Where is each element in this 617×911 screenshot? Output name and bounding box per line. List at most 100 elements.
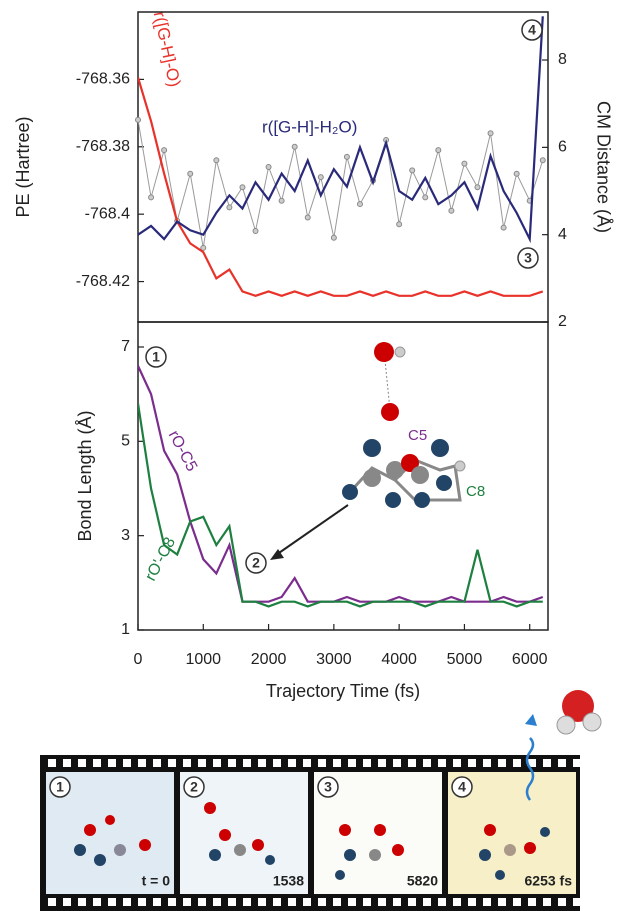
sprocket-hole [228,898,236,906]
frame-number: 4 [458,779,466,795]
sprocket-hole [543,759,551,767]
sprocket-hole [363,759,371,767]
data-point [226,204,233,211]
sprocket-hole [393,759,401,767]
x-tick-label: 3000 [316,651,352,668]
data-point [239,184,246,191]
x-tick-label: 0 [134,651,143,668]
sprocket-hole [363,898,371,906]
sprocket-hole [573,898,581,906]
sprocket-hole [438,898,446,906]
sprocket-hole [438,759,446,767]
sprocket-hole [63,898,71,906]
series-label: rO'-C8 [142,535,179,584]
sprocket-hole [258,759,266,767]
frame-label: 6253 fs [525,873,573,889]
sprocket-hole [393,898,401,906]
frame-badge [183,776,205,798]
point-label: 2 [252,555,260,571]
x-axis-title: Trajectory Time (fs) [266,681,420,701]
data-point [461,160,468,167]
atom-label: C8 [466,483,485,500]
sprocket-hole [513,759,521,767]
sprocket-hole [408,759,416,767]
point-label: 4 [528,22,536,38]
sprocket-hole [93,898,101,906]
sprocket-hole [423,898,431,906]
data-point [148,194,155,201]
series-line [138,77,544,297]
sprocket-hole [153,759,161,767]
data-point [252,228,259,235]
data-point [187,170,194,177]
frame-badge [49,776,71,798]
sprocket-hole [498,759,506,767]
sprocket-hole [483,759,491,767]
series-label: r([G-H]-O) [150,10,184,89]
plot-frame [137,321,549,631]
sprocket-holes [48,759,581,906]
data-point [422,194,429,201]
sprocket-hole [198,759,206,767]
sprocket-hole [273,898,281,906]
y2-tick-label: 2 [558,313,567,330]
y-axis-title: Bond Length (Å) [75,410,95,541]
sprocket-hole [123,759,131,767]
data-point [409,167,416,174]
sprocket-hole [348,759,356,767]
sprocket-hole [93,759,101,767]
sprocket-hole [558,898,566,906]
y2-axis-title: CM Distance (Å) [593,101,613,233]
atom-label: C5 [408,427,427,444]
series-label: rO-C5 [165,428,201,475]
sprocket-hole [288,898,296,906]
y-tick-label: 1 [121,621,130,638]
sprocket-hole [423,759,431,767]
data-point [278,197,285,204]
data-point [213,157,220,164]
y-tick-label: 3 [121,527,130,544]
data-point [474,184,481,191]
sprocket-hole [138,759,146,767]
sprocket-hole [528,898,536,906]
data-point [161,147,168,154]
data-point [396,221,403,228]
sprocket-hole [258,898,266,906]
sprocket-hole [48,759,56,767]
sprocket-hole [288,759,296,767]
sprocket-hole [453,759,461,767]
sprocket-hole [573,759,581,767]
y-tick-label: -768.4 [85,205,130,222]
data-point [291,143,298,150]
sprocket-hole [513,898,521,906]
y-tick-label: -768.38 [76,138,130,155]
sprocket-hole [528,759,536,767]
point-badge [521,19,543,41]
sprocket-hole [108,898,116,906]
data-point [317,174,324,181]
sprocket-hole [168,759,176,767]
frame-label: t = 0 [142,873,171,889]
x-tick-label: 6000 [512,651,548,668]
series-line [138,403,543,608]
sprocket-hole [183,759,191,767]
sprocket-hole [228,759,236,767]
y-tick-label: 7 [121,338,130,355]
y2-tick-label: 6 [558,139,567,156]
frame-badge [317,776,339,798]
sprocket-hole [558,759,566,767]
data-point [487,130,494,137]
data-point [513,170,520,177]
sprocket-hole [333,759,341,767]
frame-label: 5820 [407,873,438,889]
data-point [265,164,272,170]
series-label: r([G-H]-H₂O) [262,117,357,136]
data-point [135,116,141,123]
inset-molecule [270,342,466,560]
frame-badge [451,776,473,798]
sprocket-hole [378,898,386,906]
plot-frame [137,11,549,323]
series-line [138,16,544,244]
point-label: 1 [152,349,160,365]
